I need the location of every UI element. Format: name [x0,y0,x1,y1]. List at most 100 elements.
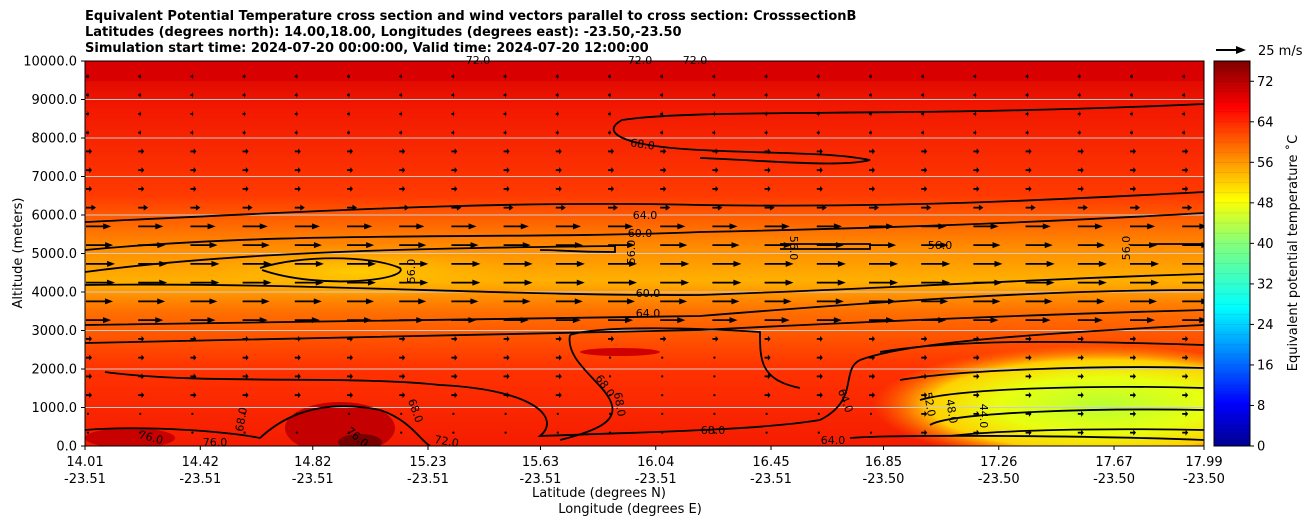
wind-vector [191,412,194,415]
wind-vector [86,354,92,361]
wind-vector [816,260,846,267]
wind-vector [86,431,90,434]
wind-vector [921,392,928,399]
wind-vector [712,92,716,99]
wind-vector [1077,279,1107,286]
wind-vector [1182,429,1189,436]
wind-vector [1182,92,1186,99]
wind-vector [660,129,664,136]
wind-vector [1182,110,1186,117]
wind-vector [973,73,977,80]
wind-vector [138,260,168,267]
wind-vector [921,167,928,174]
wind-vector [139,412,142,415]
wind-vector [1025,410,1032,417]
wind-vector [1025,185,1032,192]
contour-label: 60.0 [636,287,661,300]
wind-vector [138,242,166,249]
wind-vector [1025,298,1053,305]
colorbar-ticks: 0 8 16 24 32 40 48 56 64 72 [1250,75,1274,455]
wind-vector [295,431,298,434]
wind-vector [1025,129,1029,136]
wind-vector [661,394,664,397]
wind-vector [608,185,614,192]
wind-vector [712,223,738,230]
contour-label: 68.0 [611,391,628,417]
x-tick-label-lat: 14.82 [294,455,331,470]
wind-vector [1130,429,1136,436]
wind-vector [1025,335,1032,342]
wind-vector [503,242,531,249]
wind-vector [660,185,667,192]
wind-vector [242,354,249,361]
wind-vector [451,73,455,80]
wind-vector [712,167,719,174]
wind-vector [294,129,298,136]
wind-vector [973,298,1001,305]
wind-vector [921,242,949,249]
x-tick-label-lat: 15.63 [522,455,559,470]
wind-vector [608,298,636,305]
wind-vector [660,242,688,249]
wind-vector [1077,373,1084,380]
wind-vector [816,335,823,342]
x-tick-label-lat: 17.67 [1095,455,1132,470]
wind-vector [712,204,723,211]
colorbar-tick-label: 40 [1257,237,1274,252]
wind-vector [713,375,716,378]
wind-vector [869,354,875,361]
wind-vector [399,335,406,342]
wind-vector [1025,354,1032,361]
wind-vector [973,110,977,117]
colorbar-tick-label: 16 [1257,358,1274,373]
wind-vector [451,373,458,380]
wind-vector [608,73,611,80]
wind-vector [399,373,406,380]
wind-vector [86,260,116,267]
contour-label: 76.0 [137,428,164,447]
wind-vector [503,167,510,174]
chart-title: Equivalent Potential Temperature cross s… [85,9,856,57]
wind-vector [869,392,875,399]
wind-vector [555,73,559,80]
wind-vector [869,373,875,380]
wind-vector [1025,392,1032,399]
wind-vector [1077,92,1081,99]
wind-vector [555,354,562,361]
wind-vector [451,204,462,211]
y-tick-label: 0.0 [56,440,77,455]
wind-vector [86,73,89,80]
y-tick-label: 9000.0 [32,93,78,108]
wind-vector [242,317,268,324]
wind-vector [1130,279,1159,286]
wind-vector [190,279,220,286]
wind-vector [608,167,614,174]
colorbar-gradient [1214,61,1250,446]
x-tick-label-lon: -23.50 [1093,472,1135,487]
contour-label: 72.0 [433,433,459,450]
wind-vector [190,204,201,211]
wind-vector [921,335,928,342]
contour-label: 56.0 [625,240,638,265]
wind-vector [816,242,844,249]
wind-vector [1182,354,1189,361]
wind-vector [921,410,928,417]
y-axis-label: Altitude (meters) [11,198,26,309]
wind-vector [869,129,872,136]
wind-vector [138,92,142,99]
wind-vector [764,354,771,361]
wind-vector [608,242,636,249]
wind-vector [86,317,112,324]
wind-vector [555,392,562,399]
quiver-key: 25 m/s [1216,44,1303,59]
wind-vector [608,223,634,230]
x-tick-label-lat: 15.23 [409,455,446,470]
wind-vector [400,431,403,434]
wind-vector [869,260,899,267]
wind-vector [347,167,353,174]
wind-vector [816,110,820,117]
wind-vector [1077,185,1084,192]
wind-vector [1182,298,1204,305]
colorbar: 0 8 16 24 32 40 48 56 64 72 Equivalent potential … [1213,60,1301,455]
wind-vector [973,373,980,380]
